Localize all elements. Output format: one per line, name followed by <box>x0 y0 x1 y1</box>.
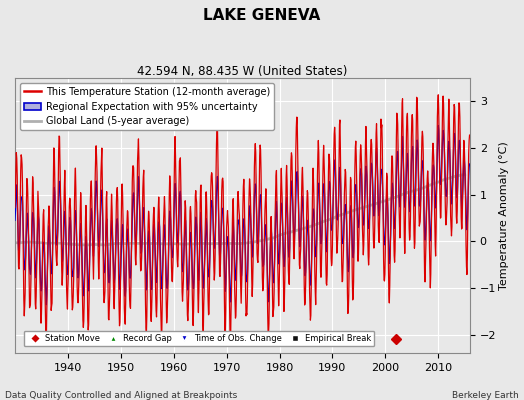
Title: 42.594 N, 88.435 W (United States): 42.594 N, 88.435 W (United States) <box>137 65 348 78</box>
Text: Berkeley Earth: Berkeley Earth <box>452 391 519 400</box>
Y-axis label: Temperature Anomaly (°C): Temperature Anomaly (°C) <box>499 141 509 290</box>
Text: LAKE GENEVA: LAKE GENEVA <box>203 8 321 23</box>
Text: Data Quality Controlled and Aligned at Breakpoints: Data Quality Controlled and Aligned at B… <box>5 391 237 400</box>
Legend: Station Move, Record Gap, Time of Obs. Change, Empirical Break: Station Move, Record Gap, Time of Obs. C… <box>24 331 374 346</box>
